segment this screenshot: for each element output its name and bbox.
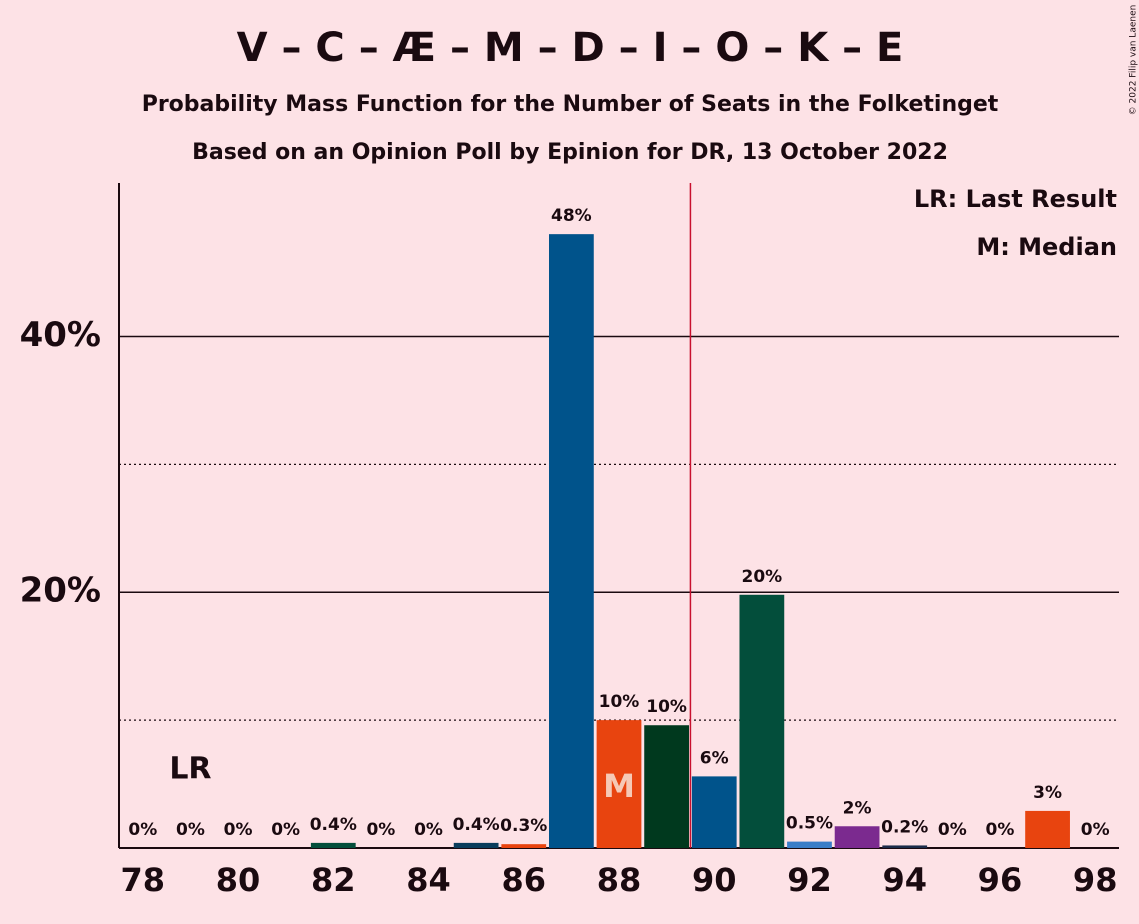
bar (453, 842, 499, 848)
value-label: 3% (1033, 783, 1062, 803)
x-tick-label: 84 (406, 861, 451, 899)
value-label: 20% (742, 567, 783, 587)
bar (882, 845, 928, 848)
bar (739, 594, 785, 848)
y-tick-label: 40% (20, 315, 101, 355)
value-label: 0% (938, 820, 967, 840)
y-tick-label: 20% (20, 571, 101, 611)
value-label: 0% (176, 820, 205, 840)
bar (787, 841, 832, 848)
x-tick-label: 88 (597, 861, 642, 899)
value-label: 0% (366, 820, 395, 840)
value-label: 2% (843, 798, 872, 818)
value-label: 0% (986, 820, 1015, 840)
value-label: 0% (128, 820, 157, 840)
value-label: 0% (414, 820, 443, 840)
value-label: 0.2% (881, 817, 928, 837)
bar (549, 234, 594, 849)
median-marker: M (603, 767, 635, 805)
subtitle: Probability Mass Function for the Number… (142, 92, 999, 117)
value-label: 10% (599, 692, 640, 712)
x-tick-label: 80 (216, 861, 261, 899)
chart-title: V – C – Æ – M – D – I – O – K – E (237, 25, 904, 71)
value-label: 0% (224, 820, 253, 840)
legend-entry: LR: Last Result (914, 185, 1117, 213)
x-tick-label: 94 (882, 861, 927, 899)
x-tick-label: 90 (692, 861, 737, 899)
x-tick-label: 86 (501, 861, 546, 899)
subtitle: Based on an Opinion Poll by Epinion for … (192, 140, 948, 165)
legend-entry: M: Median (976, 233, 1117, 261)
bar (596, 720, 642, 848)
value-label: 0.5% (786, 814, 833, 834)
value-label: 0.4% (310, 815, 357, 835)
x-tick-label: 82 (311, 861, 356, 899)
value-label: 10% (646, 697, 687, 717)
last-result-marker: LR (169, 752, 211, 787)
value-label: 0% (271, 820, 300, 840)
x-tick-label: 92 (787, 861, 832, 899)
value-label: 6% (700, 748, 729, 768)
value-label: 0% (1081, 820, 1110, 840)
bar (834, 826, 880, 848)
value-label: 0.4% (453, 815, 500, 835)
copyright: © 2022 Filip van Laenen (1129, 5, 1139, 116)
bar (310, 842, 356, 848)
bar (501, 844, 547, 848)
bar (691, 776, 737, 848)
value-label: 48% (551, 206, 592, 226)
x-tick-label: 78 (121, 861, 166, 899)
bar (644, 725, 689, 848)
x-tick-label: 96 (978, 861, 1023, 899)
bar (1025, 810, 1070, 848)
value-label: 0.3% (500, 816, 547, 836)
x-tick-label: 98 (1073, 861, 1118, 899)
